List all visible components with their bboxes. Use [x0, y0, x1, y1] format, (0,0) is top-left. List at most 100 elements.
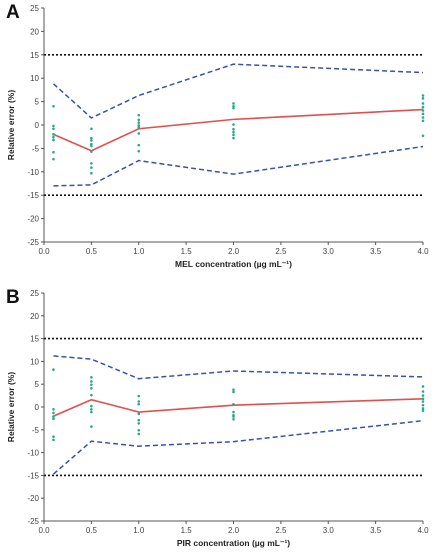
data-point [52, 368, 55, 371]
data-point [232, 388, 235, 391]
y-tick-label: 15 [30, 51, 39, 60]
data-point [52, 438, 55, 442]
data-point [137, 422, 141, 425]
data-point [137, 143, 141, 147]
data-point [52, 135, 55, 139]
data-point [90, 407, 93, 411]
y-tick-label: 20 [30, 27, 39, 36]
data-point [421, 407, 425, 410]
data-point [421, 385, 425, 388]
data-point [421, 134, 425, 138]
prediction-limit-line [53, 355, 424, 380]
data-point [90, 425, 93, 428]
y-tick-label: -10 [27, 449, 39, 458]
x-tick-label: 2.5 [275, 526, 287, 535]
x-tick-label: 0.5 [86, 526, 98, 535]
x-tick-label: 0.0 [38, 247, 50, 256]
data-point [232, 390, 235, 394]
y-tick-label: 15 [30, 335, 39, 344]
data-point [137, 418, 141, 422]
mean-error-line [53, 397, 424, 417]
data-point [421, 390, 425, 393]
y-tick-label: -25 [27, 238, 39, 247]
data-point [90, 142, 93, 146]
x-axis-title: MEL concentration (µg mL⁻¹) [175, 259, 292, 269]
data-point [137, 412, 141, 416]
data-point [232, 102, 235, 105]
y-tick-label: -25 [27, 517, 39, 526]
chart-a-svg: 25 20 15 10 5 0 -5 -10 -15 -20 -250.0 0.5 1.0 1.5 2.0 2… [6, 4, 429, 269]
data-point [137, 118, 141, 122]
data-point [232, 136, 235, 140]
x-tick-label: 1.0 [133, 526, 145, 535]
x-tick-label: 4.0 [417, 247, 429, 256]
data-point [52, 150, 55, 154]
y-tick-label: -15 [27, 191, 39, 200]
data-point [137, 113, 141, 117]
x-tick-label: 2.0 [228, 247, 240, 256]
x-tick-label: 3.5 [370, 247, 382, 256]
data-point [90, 162, 93, 165]
data-point [90, 144, 93, 148]
mean-error-line [53, 108, 424, 152]
y-tick-label: 10 [30, 74, 39, 83]
x-tick-label: 1.5 [181, 247, 193, 256]
data-point [52, 417, 55, 421]
data-point [137, 432, 141, 436]
y-tick-label: -15 [27, 471, 39, 480]
data-point [52, 435, 55, 438]
data-point [52, 127, 55, 131]
y-tick-label: -5 [32, 426, 40, 435]
y-tick-label: 25 [30, 4, 39, 13]
data-point [90, 171, 93, 175]
data-point [421, 109, 425, 112]
y-tick-label: -10 [27, 168, 39, 177]
data-point [137, 126, 141, 129]
x-tick-label: 3.5 [370, 526, 382, 535]
data-point [90, 127, 93, 131]
data-point [421, 102, 425, 105]
data-point [232, 130, 235, 134]
data-point [52, 411, 55, 415]
x-tick-label: 4.0 [417, 526, 429, 535]
data-point [90, 150, 93, 153]
data-point [90, 410, 93, 414]
panel-label: A [6, 2, 20, 23]
data-point [137, 121, 141, 124]
data-point [421, 97, 425, 100]
x-tick-label: 3.0 [323, 247, 335, 256]
data-point [421, 403, 425, 407]
data-point [421, 119, 425, 123]
data-point [52, 138, 55, 142]
x-tick-label: 2.5 [275, 247, 287, 256]
data-point [232, 418, 235, 421]
x-tick-label: 2.0 [228, 526, 240, 535]
y-tick-label: 5 [35, 380, 40, 389]
data-point [137, 394, 141, 398]
data-point [137, 149, 141, 153]
chart-panel-a: A 25 20 15 10 5 0 -5 -10 -15 -20 -25 0.0 0.5 1.0 1.5 2.… [0, 0, 435, 275]
data-point [137, 124, 141, 127]
data-point [421, 409, 425, 412]
data-point [137, 132, 141, 135]
data-point [232, 415, 235, 418]
data-point [137, 400, 141, 403]
data-point [90, 376, 93, 379]
data-point [90, 136, 93, 140]
data-point [232, 133, 235, 137]
data-point [52, 415, 55, 418]
data-point [421, 105, 425, 109]
x-tick-label: 0.5 [86, 247, 98, 256]
data-point [52, 104, 55, 108]
y-tick-label: 0 [35, 121, 40, 130]
x-tick-label: 1.0 [133, 247, 145, 256]
data-point [232, 402, 235, 406]
data-point [90, 166, 93, 169]
y-tick-label: 25 [30, 289, 39, 298]
data-point [52, 157, 55, 161]
data-point [421, 94, 425, 97]
panel-label: B [6, 287, 20, 308]
data-point [90, 380, 93, 383]
data-point [90, 393, 93, 397]
data-point [137, 428, 141, 432]
